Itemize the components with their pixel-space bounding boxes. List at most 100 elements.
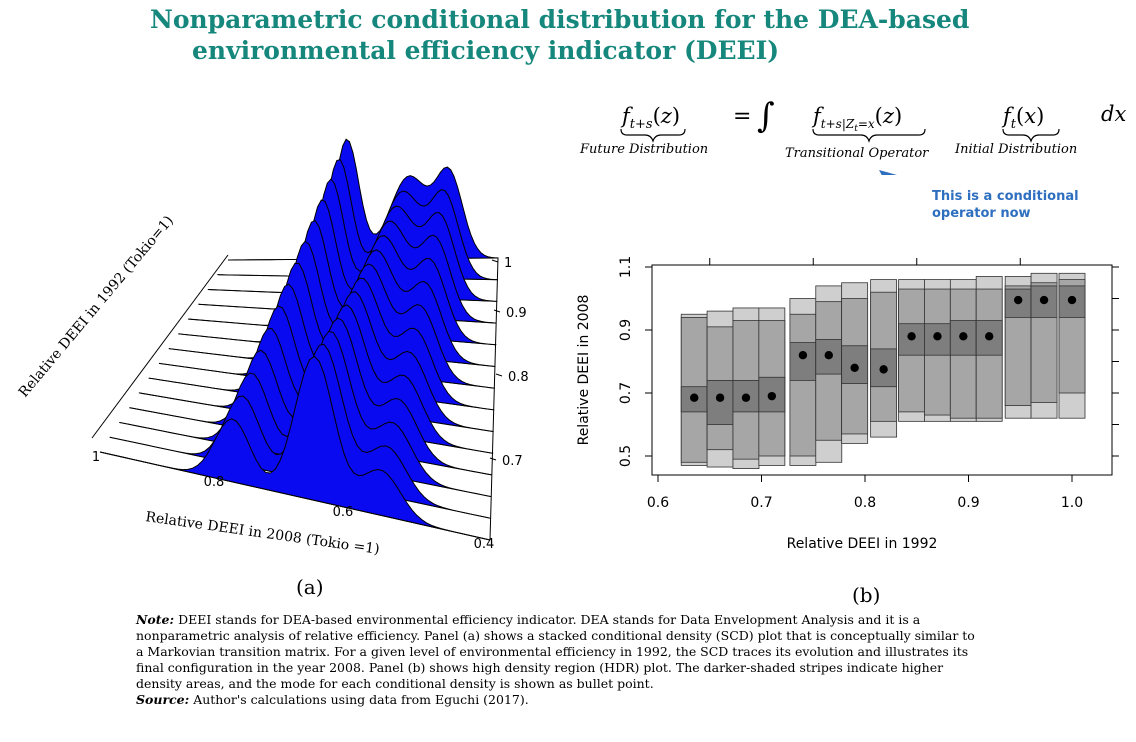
note-label: Note: bbox=[136, 612, 175, 627]
svg-text:=: = bbox=[733, 104, 751, 129]
mode-point bbox=[1013, 295, 1023, 305]
hdr-inner-region bbox=[924, 323, 951, 356]
panel-a-x-ticks: 1 0.8 0.6 0.4 bbox=[92, 450, 494, 552]
panel-a-ridgeline-chart: 10.90.80.7 10.80.60.4 Relative DEEI in 2… bbox=[16, 138, 529, 558]
hdr-column bbox=[924, 279, 951, 422]
x-tick-label: 0.8 bbox=[204, 475, 225, 490]
panel-b-y-ticks: 0.5 0.7 0.9 1.1 bbox=[618, 256, 652, 467]
hdr-column bbox=[975, 276, 1003, 422]
panel-a-y-ticks: 1 0.9 0.8 0.7 bbox=[489, 256, 529, 469]
mode-point bbox=[985, 332, 994, 341]
y-tick-label: 1.1 bbox=[618, 256, 634, 278]
mode-point bbox=[824, 351, 833, 360]
title-line-2: environmental efficiency indicator (DEEI… bbox=[192, 36, 780, 65]
hdr-column bbox=[706, 310, 734, 468]
y-tick-label: 0.9 bbox=[506, 306, 527, 321]
formula-initial: ft(x) Initial Distribution bbox=[954, 104, 1077, 157]
source-text: Author's calculations using data from Eg… bbox=[193, 692, 529, 707]
hdr-column bbox=[732, 307, 760, 470]
x-tick-label: 0.6 bbox=[647, 495, 669, 511]
panel-a-label: (a) bbox=[296, 575, 324, 599]
caption-note: Note: DEEI stands for DEA-based environm… bbox=[136, 612, 976, 692]
panel-b-hdr-chart: 0.6 0.7 0.8 0.9 1.0 0.5 0.7 0.9 1.1 Relative DE… bbox=[576, 256, 1119, 552]
y-tick-mark bbox=[489, 457, 497, 461]
hdr-column bbox=[898, 279, 925, 422]
hdr-columns bbox=[680, 272, 1086, 470]
y-tick-label: 0.7 bbox=[618, 382, 634, 404]
hdr-column bbox=[758, 307, 786, 466]
caption-source: Source: Author's calculations using data… bbox=[136, 692, 976, 708]
x-tick-label: 0.4 bbox=[474, 537, 495, 552]
mode-point bbox=[959, 332, 968, 341]
x-tick-label: 1.0 bbox=[1061, 495, 1083, 511]
y-tick-label: 0.8 bbox=[508, 370, 529, 385]
future-distribution-label: Future Distribution bbox=[579, 142, 708, 157]
x-tick-label: 0.6 bbox=[333, 505, 354, 520]
x-tick-label: 1 bbox=[92, 450, 100, 465]
transitional-operator-label: Transitional Operator bbox=[785, 146, 929, 161]
note-text: DEEI stands for DEA-based environmental … bbox=[136, 612, 975, 691]
svg-text:∫: ∫ bbox=[757, 96, 775, 136]
hdr-column bbox=[841, 282, 869, 444]
mode-point bbox=[741, 393, 751, 402]
svg-text:ft+s(z): ft+s(z) bbox=[620, 104, 680, 132]
x-tick-label: 0.9 bbox=[957, 495, 979, 511]
ridge-slices bbox=[99, 138, 499, 541]
y-tick-mark bbox=[493, 309, 501, 313]
density-formula: ft+s(z) Future Distribution = ∫ ft+s|Zt=… bbox=[579, 96, 1126, 175]
hdr-column bbox=[680, 313, 708, 466]
mode-point bbox=[933, 332, 942, 341]
annotation-line-2: operator now bbox=[932, 206, 1031, 221]
conditional-operator-annotation: This is a conditional operator now bbox=[932, 188, 1079, 222]
svg-text:ft+s|Zt=x(z): ft+s|Zt=x(z) bbox=[811, 104, 902, 134]
hdr-column bbox=[789, 298, 817, 466]
mode-point bbox=[690, 393, 699, 402]
panel-b-right-ticks bbox=[709, 258, 1119, 457]
x-tick-label: 0.7 bbox=[750, 495, 772, 511]
hdr-inner-region bbox=[870, 348, 898, 388]
formula-lhs: ft+s(z) Future Distribution bbox=[579, 104, 708, 157]
svg-text:ft(x): ft(x) bbox=[1001, 104, 1044, 132]
mode-point bbox=[907, 332, 916, 341]
hdr-column bbox=[870, 279, 898, 438]
figure-caption: Note: DEEI stands for DEA-based environm… bbox=[136, 612, 976, 708]
annotation-line-1: This is a conditional bbox=[932, 189, 1079, 204]
formula-dx: dx bbox=[1101, 102, 1126, 126]
y-tick-label: 0.7 bbox=[502, 454, 523, 469]
panel-b-y-axis-label: Relative DEEI in 2008 bbox=[576, 295, 592, 446]
panel-b-label: (b) bbox=[852, 583, 881, 607]
hdr-column bbox=[949, 279, 977, 422]
y-tick-label: 0.5 bbox=[618, 445, 634, 467]
hdr-inner-region bbox=[706, 379, 734, 425]
formula-operator: ft+s|Zt=x(z) Transitional Operator bbox=[785, 104, 929, 161]
hdr-column bbox=[1004, 276, 1032, 419]
panel-b-x-axis-label: Relative DEEI in 1992 bbox=[787, 536, 938, 552]
x-tick-label: 0.8 bbox=[854, 495, 876, 511]
hdr-column bbox=[1030, 272, 1058, 419]
figure-title: Nonparametric conditional distribution f… bbox=[150, 4, 1050, 66]
mode-point bbox=[798, 351, 808, 360]
panel-a-axes bbox=[91, 254, 499, 541]
hdr-inner-region bbox=[789, 342, 817, 381]
title-line-1: Nonparametric conditional distribution f… bbox=[150, 5, 970, 34]
hdr-inner-region bbox=[1058, 285, 1086, 318]
hdr-mid-region bbox=[789, 313, 817, 457]
mode-point bbox=[1067, 295, 1077, 305]
y-tick-label: 1 bbox=[504, 256, 512, 271]
source-label: Source: bbox=[136, 692, 190, 707]
hdr-inner-region bbox=[1030, 285, 1058, 318]
annotation-arrow bbox=[879, 170, 897, 175]
panel-a-y-axis-label: Relative DEEI in 1992 (Tokio=1) bbox=[16, 213, 177, 401]
panel-b-x-ticks: 0.6 0.7 0.8 0.9 1.0 bbox=[647, 475, 1083, 511]
hdr-column bbox=[815, 285, 843, 463]
mode-point bbox=[767, 391, 777, 401]
hdr-column bbox=[1058, 272, 1086, 419]
y-tick-mark bbox=[495, 373, 503, 377]
initial-distribution-label: Initial Distribution bbox=[954, 142, 1077, 157]
mode-point bbox=[879, 365, 888, 374]
mode-point bbox=[1039, 295, 1049, 305]
mode-point bbox=[850, 363, 859, 372]
mode-point bbox=[715, 393, 725, 402]
y-tick-mark bbox=[491, 259, 499, 263]
y-tick-label: 0.9 bbox=[618, 319, 634, 341]
